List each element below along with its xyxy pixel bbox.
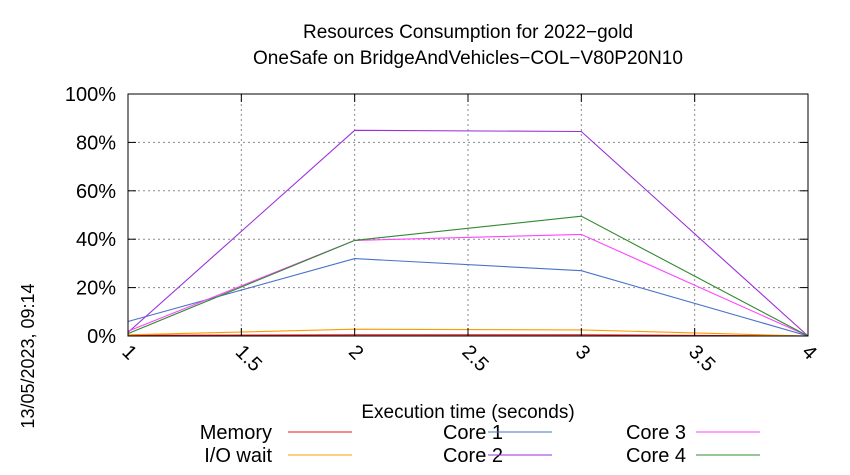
series-line-core-3 bbox=[127, 233, 809, 337]
legend-label-core-4: Core 4 bbox=[626, 445, 686, 467]
x-tick-label: 2 bbox=[344, 341, 367, 364]
chart-title: Resources Consumption for 2022−gold bbox=[303, 22, 633, 43]
series-line-core-1 bbox=[127, 258, 809, 337]
legend-label-core-1: Core 1 bbox=[443, 422, 503, 444]
axis-ticks: 0% 20% 40% 60% 80% 100% 1 1.5 2 2.5 3 3.5 4 bbox=[65, 84, 821, 376]
x-tick-label: 1.5 bbox=[231, 341, 266, 376]
x-tick-label: 4 bbox=[797, 341, 820, 364]
legend-label-core-3: Core 3 bbox=[626, 422, 686, 444]
series-line-core-4 bbox=[127, 215, 809, 337]
x-tick-label: 3 bbox=[571, 341, 594, 364]
legend-label-i-o-wait: I/O wait bbox=[204, 445, 272, 467]
chart-subtitle: OneSafe on BridgeAndVehicles−COL−V80P20N… bbox=[253, 48, 683, 69]
y-tick-label: 20% bbox=[76, 278, 116, 300]
x-axis-label: Execution time (seconds) bbox=[361, 402, 574, 423]
x-tick-label: 1 bbox=[117, 341, 140, 364]
y-tick-label: 0% bbox=[87, 326, 116, 348]
x-tick-label: 2.5 bbox=[457, 341, 492, 376]
series-line-core-2 bbox=[127, 129, 809, 337]
y-tick-label: 100% bbox=[65, 84, 116, 106]
x-tick-label: 3.5 bbox=[684, 341, 719, 376]
y-tick-label: 80% bbox=[76, 132, 116, 154]
timestamp-label: 13/05/2023, 09:14 bbox=[18, 283, 38, 428]
legend-label-core-2: Core 2 bbox=[443, 445, 503, 467]
grid bbox=[128, 94, 808, 336]
y-tick-label: 60% bbox=[76, 181, 116, 203]
y-tick-label: 40% bbox=[76, 229, 116, 251]
legend-label-memory: Memory bbox=[200, 422, 272, 444]
